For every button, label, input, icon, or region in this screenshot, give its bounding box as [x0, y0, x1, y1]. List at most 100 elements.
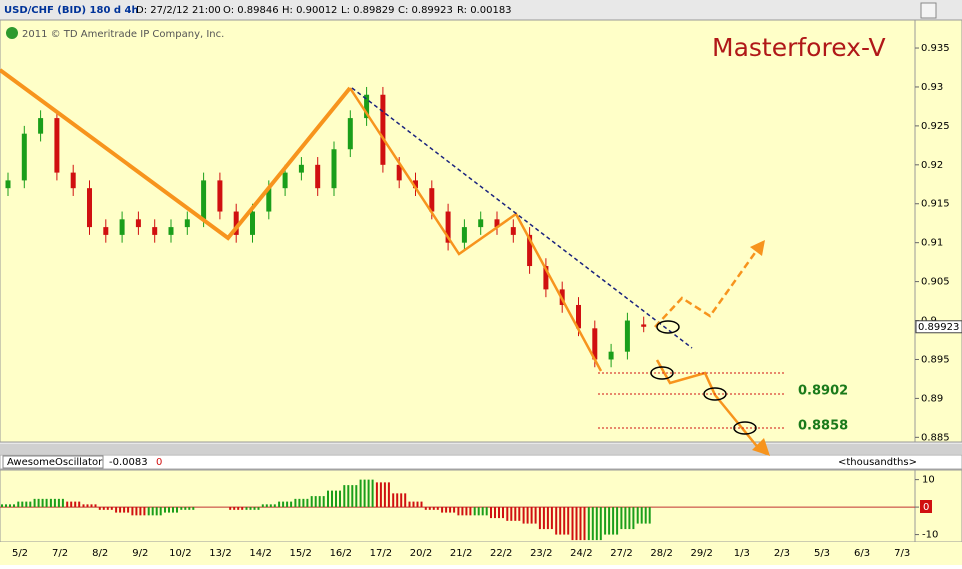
marker-ellipse	[733, 421, 757, 435]
indicator-value: -0.0083	[109, 457, 148, 468]
indicator-name: AwesomeOscillator	[7, 457, 103, 468]
wave-line	[348, 87, 603, 372]
candle-body	[21, 133, 27, 181]
x-tick-label: 7/3	[894, 548, 910, 559]
x-tick-label: 27/2	[610, 548, 632, 559]
candle-body	[347, 118, 353, 150]
candle-body	[135, 219, 141, 228]
indicator-box[interactable]	[2, 455, 104, 469]
x-tick-label: 7/2	[52, 548, 68, 559]
x-tick-label: 15/2	[289, 548, 311, 559]
low: L: 0.89829	[341, 5, 394, 16]
marker-ellipse	[656, 320, 680, 334]
osc-header	[0, 454, 962, 470]
candle-body	[510, 227, 516, 235]
y-tick-label: 0.91	[921, 238, 943, 249]
unit-label: <thousandths>	[838, 457, 917, 468]
forecast-down	[655, 359, 761, 451]
arrow-head	[752, 438, 770, 456]
candle-body	[184, 219, 190, 228]
overlays	[0, 68, 785, 456]
last-price-label: 0.89923	[918, 322, 959, 333]
x-tick-label: 21/2	[450, 548, 472, 559]
candle-body	[331, 149, 337, 189]
x-tick-label: 22/2	[490, 548, 512, 559]
candle-body	[445, 211, 451, 243]
marker-ellipse	[650, 366, 674, 380]
current-marker	[920, 500, 932, 513]
y-tick-label: 0.92	[921, 160, 943, 171]
info-icon[interactable]	[6, 27, 18, 39]
high: H: 0.90012	[282, 5, 337, 16]
candle-body	[380, 94, 386, 165]
candle-body	[592, 328, 598, 360]
y-tick-label: -10	[922, 530, 938, 541]
x-tick-label: 8/2	[92, 548, 108, 559]
forecast-up	[654, 249, 759, 328]
candle-body	[152, 227, 158, 235]
candle-body	[624, 320, 630, 352]
candle-body	[478, 219, 484, 228]
date: D: 27/2/12 21:00	[136, 5, 221, 16]
trend-line	[351, 87, 693, 349]
arrow-head	[750, 240, 765, 256]
candle-body	[233, 211, 239, 235]
date-axis	[0, 542, 962, 565]
y-tick-label: 0.925	[921, 121, 950, 132]
y-tick-label: 10	[922, 475, 935, 486]
candle-body	[315, 164, 321, 189]
candle-body	[543, 266, 549, 290]
symbol: USD/CHF (BID) 180 d 4h	[4, 5, 139, 16]
candle-body	[266, 188, 272, 212]
candle-body	[461, 227, 467, 243]
osc-panel	[0, 469, 962, 543]
x-tick-label: 17/2	[370, 548, 392, 559]
candle-body	[103, 227, 109, 235]
last-price-marker	[915, 320, 962, 334]
candle-body	[396, 164, 402, 181]
x-tick-label: 20/2	[410, 548, 432, 559]
candle-body	[119, 219, 125, 235]
x-tick-label: 9/2	[132, 548, 148, 559]
header: USD/CHF (BID) 180 d 4h D: 27/2/12 21:00 …	[4, 2, 937, 19]
x-tick-label: 2/3	[774, 548, 790, 559]
wave-line	[0, 68, 352, 241]
copyright: 2011 © TD Ameritrade IP Company, Inc.	[22, 29, 224, 40]
x-tick-label: 16/2	[330, 548, 352, 559]
candle-body	[5, 180, 11, 189]
x-tick-label: 10/2	[169, 548, 191, 559]
y-tick-label: 0.915	[921, 199, 950, 210]
x-tick-label: 13/2	[209, 548, 231, 559]
x-tick-label: 1/3	[734, 548, 750, 559]
candle-body	[298, 164, 304, 173]
open: O: 0.89846	[223, 5, 279, 16]
candle-body	[527, 234, 533, 267]
candle-body	[364, 94, 370, 119]
candle-body	[576, 304, 581, 329]
y-tick-label: 0.905	[921, 277, 950, 288]
candle-body	[413, 180, 418, 189]
marks: 0.9350.930.9250.920.9150.910.9050.90.895…	[0, 43, 962, 559]
x-tick-label: 6/3	[854, 548, 870, 559]
candle-body	[494, 219, 500, 228]
y-tick-label: 0.895	[921, 354, 950, 365]
candle-body	[201, 180, 207, 220]
x-tick-label: 24/2	[570, 548, 592, 559]
level-label: 0.8902	[798, 384, 848, 399]
x-tick-label: 5/2	[12, 548, 28, 559]
y-tick-label: 0.93	[921, 82, 943, 93]
window-button[interactable]	[920, 2, 937, 19]
current-marker-label: 0	[923, 502, 929, 513]
watermark: Masterforex-V	[712, 33, 886, 62]
candle-body	[168, 227, 174, 235]
range: R: 0.00183	[457, 5, 512, 16]
x-tick-label: 28/2	[650, 548, 672, 559]
candle-body	[282, 172, 288, 189]
candle-body	[429, 188, 435, 212]
y-tick-label: 0.885	[921, 432, 950, 443]
close: C: 0.89923	[398, 5, 453, 16]
x-tick-label: 23/2	[530, 548, 552, 559]
y-tick-label: 0.935	[921, 43, 950, 54]
